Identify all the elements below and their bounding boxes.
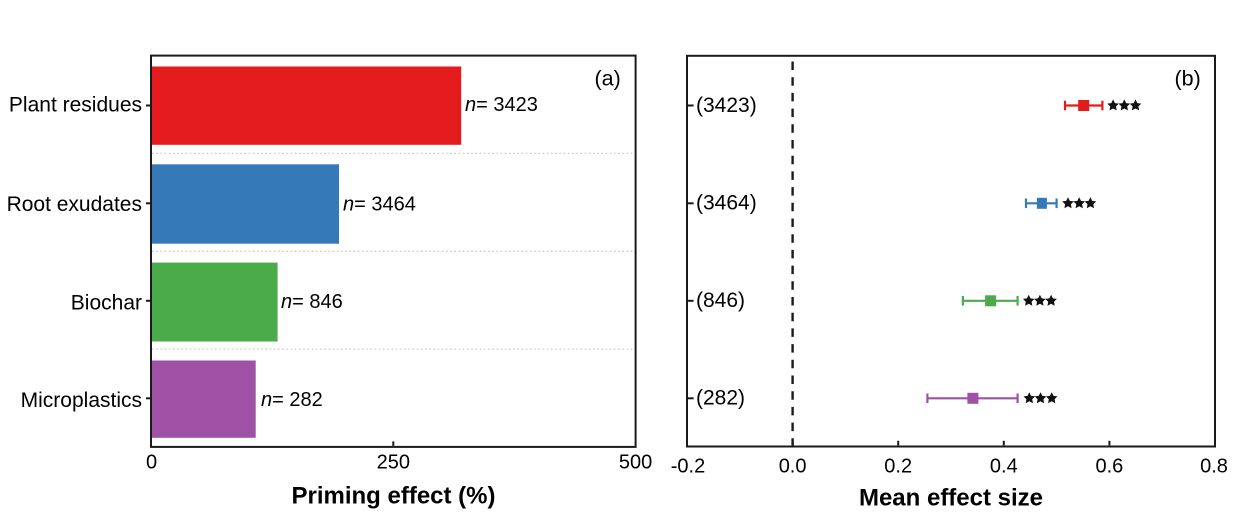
svg-text:Mean effect size: Mean effect size xyxy=(859,485,1043,512)
svg-text:0.0: 0.0 xyxy=(779,456,807,478)
svg-text:(282): (282) xyxy=(696,387,745,410)
svg-text:0.4: 0.4 xyxy=(990,456,1018,478)
svg-text:Microplastics: Microplastics xyxy=(21,389,142,412)
svg-text:0: 0 xyxy=(146,452,157,474)
svg-text:n= 3423: n= 3423 xyxy=(465,94,538,116)
svg-text:(3464): (3464) xyxy=(696,192,757,215)
svg-text:(a): (a) xyxy=(594,67,620,91)
svg-text:0.6: 0.6 xyxy=(1095,456,1123,478)
svg-text:500: 500 xyxy=(619,452,652,474)
svg-text:0.8: 0.8 xyxy=(1200,456,1228,478)
svg-text:Priming effect (%): Priming effect (%) xyxy=(291,483,495,510)
svg-text:n= 3464: n= 3464 xyxy=(343,194,416,216)
svg-text:(846): (846) xyxy=(696,289,745,312)
svg-text:Root exudates: Root exudates xyxy=(7,193,142,216)
svg-text:n= 846: n= 846 xyxy=(281,291,343,313)
svg-text:(3423): (3423) xyxy=(696,94,757,117)
svg-text:-0.2: -0.2 xyxy=(671,456,705,478)
svg-text:0.2: 0.2 xyxy=(884,456,912,478)
svg-text:Biochar: Biochar xyxy=(71,292,142,315)
svg-text:Plant residues: Plant residues xyxy=(9,94,142,117)
svg-text:250: 250 xyxy=(377,452,410,474)
svg-text:n= 282: n= 282 xyxy=(261,389,323,411)
svg-text:(b): (b) xyxy=(1174,67,1200,91)
